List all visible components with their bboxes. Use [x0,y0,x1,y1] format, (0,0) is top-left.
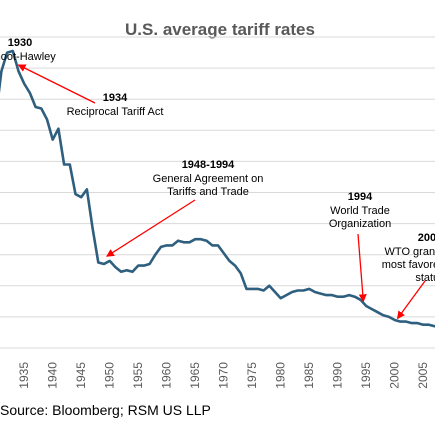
annotation-arrow [357,233,367,303]
annotation-text: Organization [329,218,391,230]
x-tick-label: 1980 [274,362,288,389]
x-axis: 1930 1935 1940 1945 1950 1955 1960 1965 1970 1975… [0,362,430,389]
annotation-text: General Agreement on [153,173,264,185]
x-tick-label: 1930 [0,362,3,389]
chart-title: U.S. average tariff rates [125,20,315,39]
annotation: 1934 Reciprocal Tariff Act [17,64,164,118]
series-line [0,49,435,328]
annotation-arrow [106,199,196,257]
annotation-year: 1948-1994 [182,159,235,171]
x-tick-label: 1950 [103,362,117,389]
annotation-year: 1994 [348,191,373,203]
source-note: Source: Bloomberg; RSM US LLP [0,402,211,418]
x-tick-label: 1975 [245,362,259,389]
x-tick-label: 1965 [188,362,202,389]
annotation-year: 1934 [103,92,128,104]
annotation: 2001 WTO grants Chinamost favored nations… [382,232,435,320]
x-tick-label: 1990 [331,362,345,389]
annotation-arrow [396,280,426,320]
x-tick-label: 1955 [131,362,145,389]
x-tick-label: 2005 [416,362,430,389]
x-tick-label: 1945 [74,362,88,389]
annotation-text: Reciprocal Tariff Act [67,106,164,118]
annotations: 1930 Smoot-Hawley 1934 Reciprocal Tariff Ac… [0,37,435,320]
annotation-text: status [415,272,435,284]
annotation-text: Smoot-Hawley [0,51,56,63]
x-tick-label: 1940 [46,362,60,389]
x-tick-label: 1995 [359,362,373,389]
x-tick-label: 1960 [160,362,174,389]
annotation-year: 1930 [8,37,32,49]
annotation-text: Tariffs and Trade [167,186,249,198]
annotation: 1930 Smoot-Hawley [0,37,56,63]
x-tick-label: 2000 [388,362,402,389]
series-layer [0,49,435,328]
x-tick-label: 1970 [217,362,231,389]
annotation-text: World Trade [330,205,390,217]
annotation-text: most favored nation [382,259,435,271]
annotation-arrow [17,64,96,104]
x-tick-label: 1985 [302,362,316,389]
gridlines [0,36,435,349]
x-tick-label: 1935 [17,362,31,389]
annotation-text: WTO grants China [385,246,435,258]
annotation-year: 2001 [418,232,435,244]
